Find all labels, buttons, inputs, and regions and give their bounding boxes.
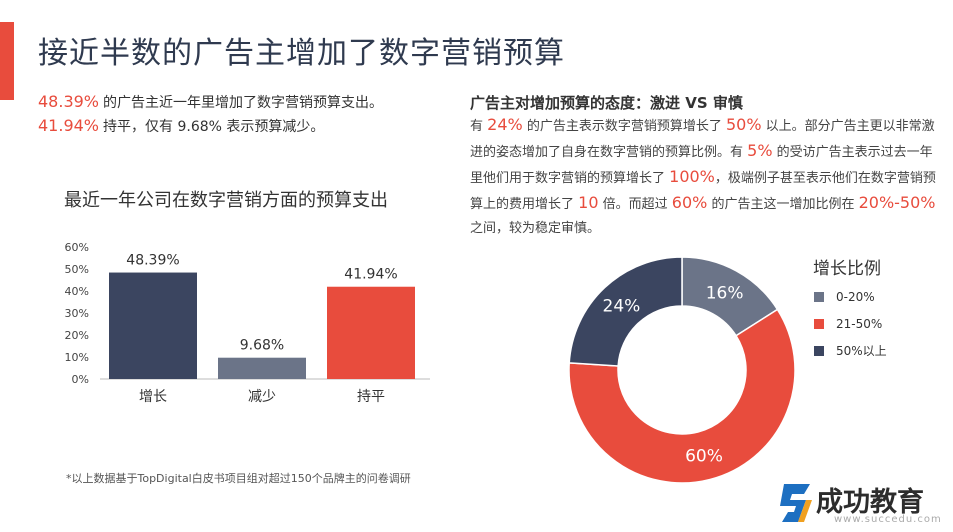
stat-flat-value: 41.94% [38, 116, 100, 135]
stat-increase-text: 的广告主近一年里增加了数字营销预算支出。 [103, 95, 384, 111]
para-highlight-3: 5% [747, 141, 773, 160]
y-tick-label: 0% [72, 373, 89, 386]
para-text-2: 的广告主表示数字营销预算增长了 [522, 119, 726, 134]
para-highlight-2: 50% [725, 115, 762, 134]
para-highlight-4: 100% [669, 167, 715, 186]
legend-swatch [814, 319, 824, 329]
legend-label: 21-50% [836, 317, 882, 331]
para-text-8: 之间，较为稳定审慎。 [470, 221, 601, 236]
category-label: 持平 [357, 389, 385, 405]
para-text-3: 以上。部分广告主更以非常激进的姿态增加了自身在数字营销的预算比例。有 [470, 119, 935, 160]
slice-value-label: 24% [603, 296, 641, 316]
stat-increase-value: 48.39% [38, 92, 100, 111]
title-accent-bar [0, 22, 14, 100]
attitude-paragraph: 有 24% 的广告主表示数字营销预算增长了 50% 以上。部分广告主更以非常激进… [470, 113, 936, 241]
y-tick-label: 40% [65, 285, 89, 298]
attitude-heading: 广告主对增加预算的态度：激进 VS 审慎 [470, 94, 743, 112]
bar-value-label: 9.68% [240, 338, 284, 354]
slice-value-label: 16% [706, 283, 744, 303]
para-text-5: ，极端例子甚至表示他们在数字营销预算上的费用增长了 [470, 171, 936, 212]
y-tick-label: 10% [65, 351, 89, 364]
bar-chart-title: 最近一年公司在数字营销方面的预算支出 [64, 190, 388, 211]
stat-line-flat: 41.94% 持平，仅有 9.68% 表示预算减少。 [38, 116, 324, 136]
legend-swatch [814, 346, 824, 356]
donut-legend-title: 增长比例 [813, 259, 881, 279]
logo-text: 成功教育 [816, 487, 924, 518]
legend-swatch [814, 292, 824, 302]
slice-value-label: 60% [685, 447, 723, 467]
para-highlight-7: 20%-50% [858, 193, 936, 212]
y-tick-label: 60% [65, 241, 89, 254]
y-tick-label: 20% [65, 329, 89, 342]
y-tick-label: 30% [65, 307, 89, 320]
logo-icon [780, 484, 812, 522]
stat-line-increase: 48.39% 的广告主近一年里增加了数字营销预算支出。 [38, 92, 383, 112]
bar-1 [218, 357, 306, 379]
donut-slice-1 [568, 308, 796, 484]
category-label: 减少 [248, 389, 276, 405]
footnote: *以上数据基于TopDigital白皮书项目组对超过150个品牌主的问卷调研 [66, 472, 411, 485]
para-highlight-5: 10 [578, 193, 599, 212]
brand-logo: 成功教育 www.succedu.com [772, 474, 953, 532]
bar-value-label: 48.39% [126, 253, 179, 269]
y-tick-label: 50% [65, 263, 89, 276]
para-text-6: 倍。而超过 [598, 197, 672, 212]
para-text-1: 有 [470, 119, 488, 134]
para-text-4: 的受访广告主表示过去一年里他们用于数字营销的预算增长了 [470, 145, 933, 186]
bar-2 [327, 286, 415, 379]
bar-value-label: 41.94% [344, 267, 397, 283]
logo-url: www.succedu.com [834, 514, 942, 525]
para-highlight-6: 60% [671, 193, 708, 212]
stat-flat-text: 持平，仅有 9.68% 表示预算减少。 [103, 119, 325, 135]
para-text-7: 的广告主这一增加比例在 [707, 197, 859, 212]
category-label: 增长 [139, 389, 167, 405]
legend-label: 50%以上 [836, 344, 887, 358]
legend-label: 0-20% [836, 290, 875, 304]
para-highlight-1: 24% [487, 115, 523, 134]
bar-0 [109, 272, 197, 379]
page-title: 接近半数的广告主增加了数字营销预算 [38, 36, 565, 71]
donut-slice-2 [568, 256, 683, 367]
